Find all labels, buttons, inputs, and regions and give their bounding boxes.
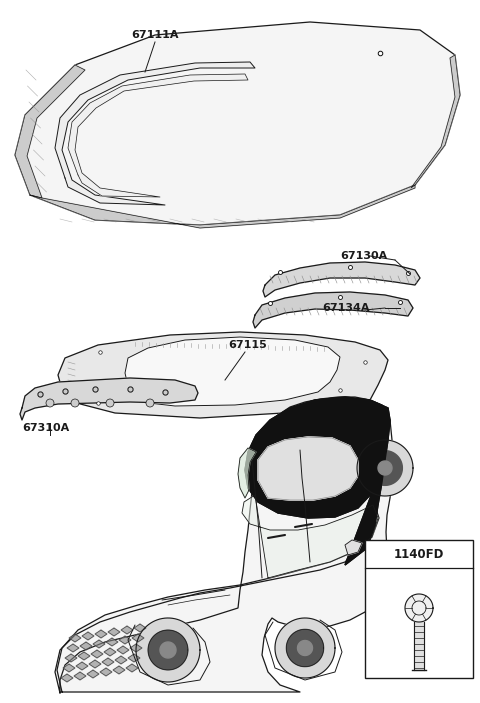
Polygon shape <box>245 397 390 565</box>
Polygon shape <box>245 397 390 565</box>
Polygon shape <box>357 440 413 496</box>
Polygon shape <box>130 644 142 652</box>
Polygon shape <box>80 642 92 650</box>
Circle shape <box>106 399 114 407</box>
Polygon shape <box>15 22 460 225</box>
Polygon shape <box>58 332 388 418</box>
Polygon shape <box>89 660 101 668</box>
Polygon shape <box>378 461 392 475</box>
Polygon shape <box>298 640 312 655</box>
Polygon shape <box>67 644 79 652</box>
Polygon shape <box>113 666 125 674</box>
Polygon shape <box>238 448 256 498</box>
Polygon shape <box>106 638 118 646</box>
Polygon shape <box>128 654 140 662</box>
Polygon shape <box>82 632 94 640</box>
Polygon shape <box>69 634 81 642</box>
Polygon shape <box>263 262 420 297</box>
Text: 1140FD: 1140FD <box>394 548 444 560</box>
Polygon shape <box>126 664 138 672</box>
Polygon shape <box>108 628 120 636</box>
Polygon shape <box>287 629 324 666</box>
Polygon shape <box>95 630 107 638</box>
Polygon shape <box>119 636 131 644</box>
Polygon shape <box>65 654 77 662</box>
Polygon shape <box>242 495 378 578</box>
Polygon shape <box>74 672 86 680</box>
Polygon shape <box>405 594 433 622</box>
Polygon shape <box>76 662 88 670</box>
Polygon shape <box>15 65 85 198</box>
Polygon shape <box>275 618 335 678</box>
Polygon shape <box>160 642 176 658</box>
Polygon shape <box>115 656 127 664</box>
Text: 67130A: 67130A <box>340 251 387 261</box>
Circle shape <box>146 399 154 407</box>
Polygon shape <box>148 630 188 670</box>
Polygon shape <box>91 650 103 658</box>
Polygon shape <box>253 292 413 328</box>
Polygon shape <box>20 378 198 420</box>
Circle shape <box>71 399 79 407</box>
Polygon shape <box>134 624 146 632</box>
Text: 67115: 67115 <box>228 340 267 350</box>
Polygon shape <box>117 646 129 654</box>
Polygon shape <box>68 74 248 197</box>
Polygon shape <box>87 670 99 678</box>
Polygon shape <box>61 674 73 682</box>
Polygon shape <box>258 437 358 500</box>
Text: 67134A: 67134A <box>322 303 370 313</box>
Polygon shape <box>57 420 393 692</box>
Polygon shape <box>104 648 116 656</box>
Polygon shape <box>368 451 402 485</box>
Polygon shape <box>411 55 460 188</box>
Polygon shape <box>55 62 255 205</box>
Polygon shape <box>30 185 415 228</box>
Polygon shape <box>136 618 200 682</box>
Polygon shape <box>100 668 112 676</box>
Polygon shape <box>63 664 75 672</box>
Polygon shape <box>258 437 358 500</box>
Polygon shape <box>414 622 424 670</box>
Polygon shape <box>132 634 144 642</box>
Polygon shape <box>55 397 390 693</box>
Bar <box>365 540 473 678</box>
Polygon shape <box>345 540 362 555</box>
Circle shape <box>46 399 54 407</box>
Text: 67111A: 67111A <box>131 30 179 40</box>
Polygon shape <box>102 658 114 666</box>
Polygon shape <box>93 640 105 648</box>
Polygon shape <box>125 337 340 406</box>
Polygon shape <box>121 626 133 634</box>
Polygon shape <box>78 652 90 660</box>
Text: 67310A: 67310A <box>22 423 69 433</box>
